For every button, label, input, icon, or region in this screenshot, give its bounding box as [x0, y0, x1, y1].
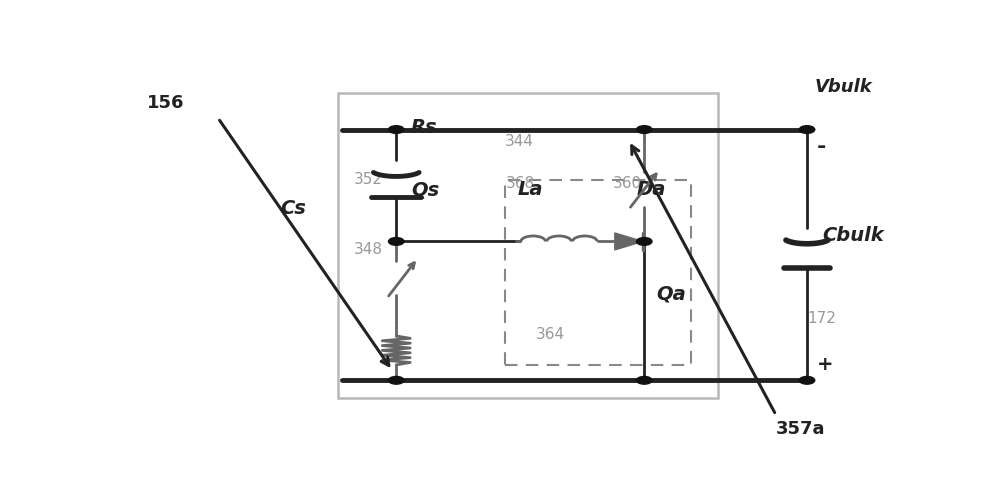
- Text: 348: 348: [354, 241, 383, 257]
- Text: +: +: [817, 355, 834, 374]
- Circle shape: [799, 126, 815, 133]
- Text: 364: 364: [536, 327, 565, 342]
- Text: Vbulk: Vbulk: [815, 78, 872, 96]
- Circle shape: [388, 237, 404, 245]
- Circle shape: [637, 376, 652, 384]
- Polygon shape: [615, 233, 643, 250]
- Text: Cbulk: Cbulk: [822, 226, 884, 245]
- Text: -: -: [817, 137, 826, 157]
- Circle shape: [388, 376, 404, 384]
- Text: 344: 344: [505, 134, 534, 149]
- Bar: [505, 180, 691, 365]
- Text: La: La: [517, 180, 543, 199]
- Text: Da: Da: [637, 180, 666, 199]
- Text: 172: 172: [807, 311, 836, 326]
- Text: 352: 352: [354, 172, 383, 187]
- Text: Qa: Qa: [656, 284, 686, 303]
- Text: 357a: 357a: [776, 419, 826, 437]
- Text: Qs: Qs: [412, 180, 440, 199]
- Circle shape: [799, 376, 815, 384]
- Text: Rs: Rs: [410, 118, 437, 137]
- Circle shape: [388, 126, 404, 133]
- Text: Cs: Cs: [280, 199, 306, 218]
- Text: 360: 360: [613, 176, 642, 191]
- Text: 368: 368: [506, 176, 535, 191]
- Circle shape: [637, 126, 652, 133]
- Text: 156: 156: [147, 94, 184, 112]
- Circle shape: [637, 237, 652, 245]
